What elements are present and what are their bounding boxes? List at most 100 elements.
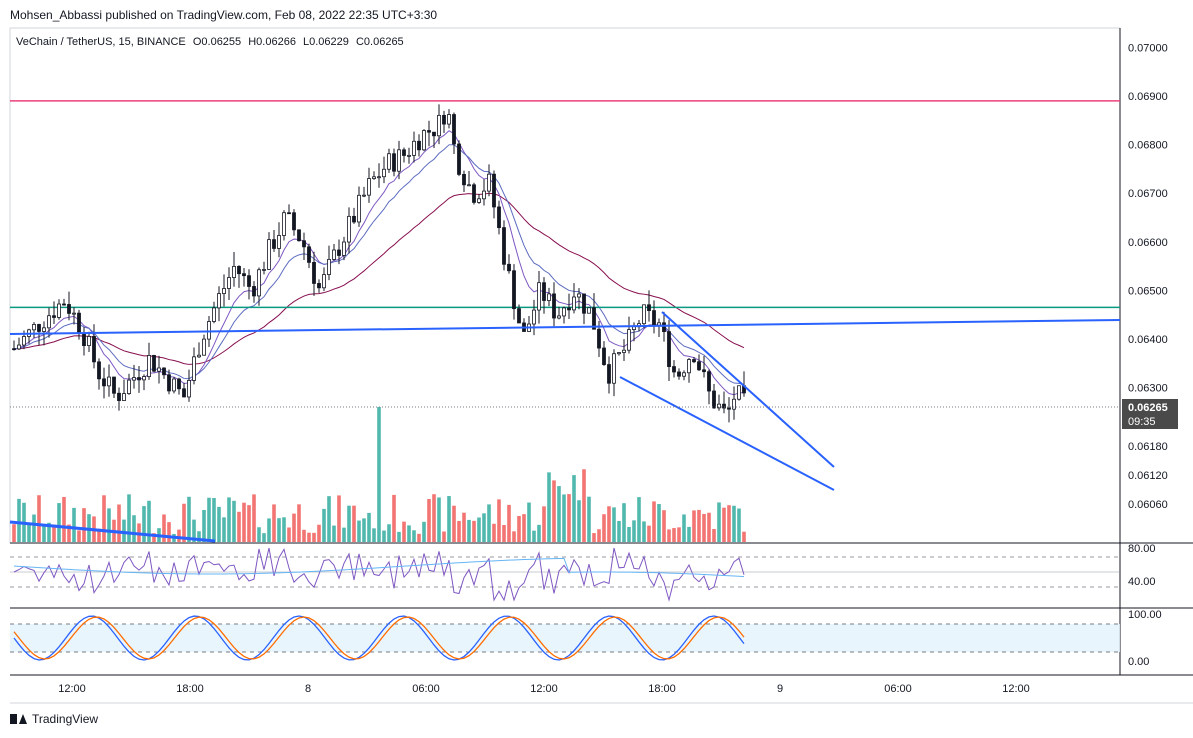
volume-bar [567,494,571,542]
volume-bar [307,532,311,542]
volume-bar [117,504,121,542]
candle-body [352,215,356,223]
volume-bar [742,531,746,542]
candle-body [92,336,96,363]
volume-bar [57,503,61,542]
volume-bar [637,497,641,542]
volume-bar [532,530,536,542]
volume-bar [477,517,481,542]
candle-body [417,140,421,151]
volume-bar [107,508,111,542]
volume-bar [377,407,381,542]
candle-body [212,307,216,322]
candle-body [327,258,331,275]
volume-bar [447,496,451,542]
legend-symbol: VeChain / TetherUS, 15, BINANCE [16,36,186,48]
candle-body [437,114,441,137]
candle-body [182,388,186,398]
wedge-lower [619,376,835,491]
volume-bar [332,525,336,542]
candle-body [602,347,606,365]
candle-body [587,307,591,314]
candle-body [492,173,496,208]
volume-bar [507,504,511,542]
candle-body [392,153,396,172]
time-tick-3: 06:00 [412,683,440,695]
ema-slow-line [13,192,745,365]
volume-bar [427,499,431,542]
price-tick-8: 0.06180 [1128,441,1168,453]
volume-bar [187,496,191,542]
trendline-long [9,319,1121,335]
candle-body [562,307,566,317]
volume-bar [497,499,501,542]
candle-body [547,293,551,301]
volume-bar [597,529,601,542]
time-axis[interactable]: 12:00 18:00 8 06:00 12:00 18:00 9 06:00 12:00 [58,683,1030,695]
candle-body [627,329,631,351]
trend-lines[interactable] [9,311,1121,543]
candle-body [202,338,206,356]
volume-bar [272,504,276,542]
volume-bar [457,520,461,542]
candle-body [682,372,686,377]
candle-body [112,376,116,394]
candle-body [597,328,601,349]
candle-body [312,261,316,284]
candle-body [307,246,311,263]
volume-bar [357,520,361,542]
volume-bar [122,519,126,542]
candle-body [147,355,151,377]
candle-body [152,355,156,372]
candle-body [612,353,616,384]
volume-bar [722,507,726,542]
ema-mid-line [13,144,745,386]
candle-body [652,310,656,326]
rsi-ma-line [13,557,745,578]
candle-body [42,327,46,332]
candle-body [297,229,301,242]
candle-body [317,283,321,289]
volume-bar [17,498,21,542]
footer-brand[interactable]: TradingView [10,712,98,726]
price-tick-7: 0.06300 [1128,383,1168,395]
candle-body [382,168,386,178]
volume-bar [572,475,576,542]
price-tick-4: 0.06600 [1128,237,1168,249]
volume-bar [527,502,531,542]
candle-body [17,344,21,350]
volume-bar [302,529,306,542]
volume-bar [517,515,521,542]
volume-bar [432,494,436,542]
volume-bar [342,527,346,542]
volume-bar [97,528,101,542]
candle-body [167,374,171,392]
rsi-level-80: 80.00 [1128,543,1156,555]
price-axis[interactable]: 0.07000 0.06900 0.06800 0.06700 0.06600 0.065… [1128,42,1168,511]
footer-brand-text: TradingView [32,712,99,726]
candle-body [517,308,521,324]
time-tick-7: 06:00 [884,683,912,695]
rsi-pane: 80.00 40.00 [10,543,1156,602]
volume-bar [367,512,371,542]
volume-bar [237,511,241,542]
stoch-pane: 100.00 0.00 [10,609,1162,668]
last-price-value: 0.06265 [1128,402,1168,414]
volume-bar [417,533,421,542]
price-tick-0: 0.07000 [1128,42,1168,54]
candle-body [252,286,256,297]
volume-bar [52,524,56,542]
candle-body [232,265,236,278]
time-tick-2: 8 [305,683,311,695]
price-tick-3: 0.06700 [1128,188,1168,200]
volume-bar [712,529,716,542]
volume-bar [62,496,66,542]
volume-bar [577,500,581,542]
volume-bar [402,521,406,542]
volume-bar [537,524,541,542]
wedge-upper [661,311,835,468]
candle-body [482,190,486,200]
volume-bar [102,495,106,542]
tradingview-logo-icon [10,714,27,724]
